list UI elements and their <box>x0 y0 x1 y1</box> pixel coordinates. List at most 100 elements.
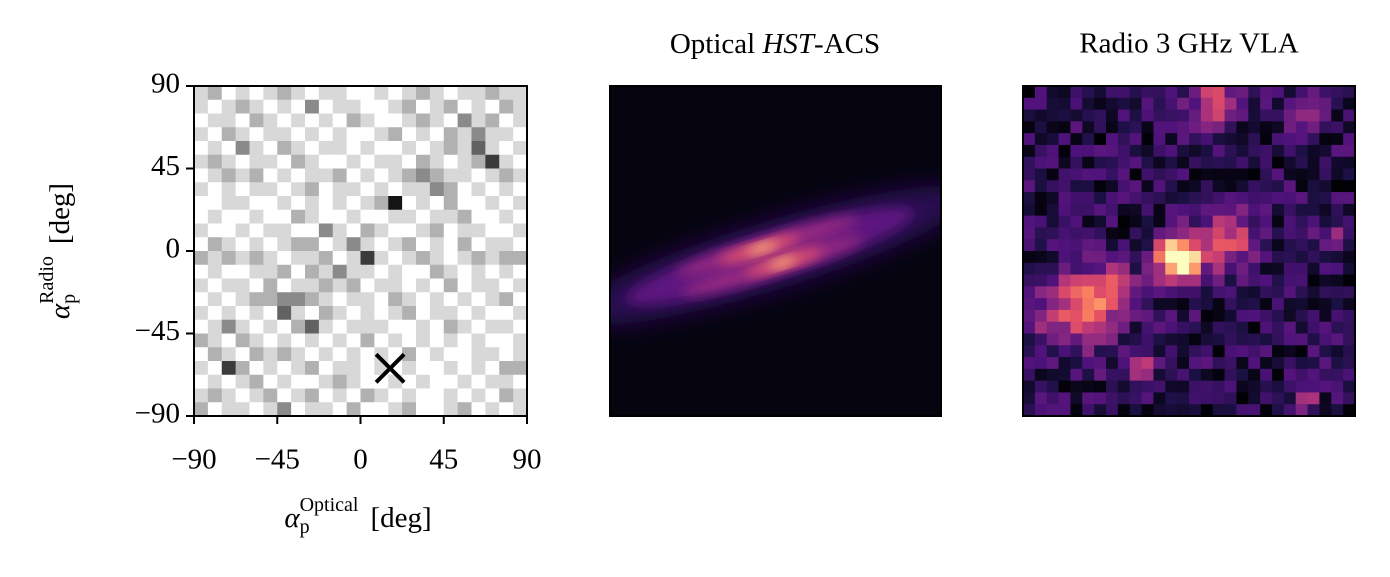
heatmap-cell <box>429 264 445 279</box>
heatmap-cell <box>416 237 431 252</box>
heatmap-cell <box>277 196 292 211</box>
radio-pixel <box>1153 380 1166 393</box>
radio-pixel <box>1058 333 1071 346</box>
radio-pixel <box>1212 97 1226 111</box>
radio-pixel <box>1319 192 1332 205</box>
heatmap-cell <box>429 319 445 334</box>
heatmap-cell <box>263 141 278 156</box>
radio-pixel <box>1307 404 1320 416</box>
radio-pixel <box>1224 345 1237 358</box>
radio-pixel <box>1260 262 1273 276</box>
radio-pixel <box>1319 156 1332 169</box>
heatmap-cell <box>374 86 389 101</box>
radio-pixel <box>1082 227 1095 240</box>
heatmap-cell <box>305 223 320 238</box>
radio-pixel <box>1307 97 1320 111</box>
radio-pixel <box>1117 97 1131 111</box>
heatmap-cell <box>263 154 278 169</box>
heatmap-cell <box>305 306 320 321</box>
radio-pixel <box>1023 262 1036 276</box>
radio-pixel <box>1283 333 1297 346</box>
frame <box>1022 85 1356 417</box>
radio-pixel <box>1212 333 1226 346</box>
radio-pixel <box>1129 392 1143 405</box>
radio-pixel <box>1200 298 1214 311</box>
radio-pixel <box>1272 239 1285 252</box>
heatmap-cell <box>249 113 264 128</box>
radio-pixel <box>1070 321 1083 334</box>
heatmap-cell <box>429 388 445 403</box>
heatmap-cell <box>429 209 445 224</box>
radio-pixel <box>1070 192 1083 205</box>
radio-pixel <box>1141 97 1154 111</box>
heatmap-cell <box>402 209 417 224</box>
heatmap-cell <box>416 264 431 279</box>
heatmap-cell <box>416 251 431 266</box>
radio-pixel <box>1331 168 1344 181</box>
heatmap-cell <box>457 196 472 211</box>
heatmap-cell <box>332 402 348 417</box>
radio-pixel <box>1200 345 1214 358</box>
radio-pixel <box>1260 121 1273 134</box>
radio-pixel <box>1117 121 1131 134</box>
radio-pixel <box>1094 144 1107 158</box>
radio-pixel <box>1319 133 1332 146</box>
radio-pixel <box>1070 121 1083 134</box>
heatmap-cell <box>346 319 361 334</box>
radio-pixel <box>1331 309 1344 323</box>
heatmap-cell <box>499 347 514 362</box>
radio-pixel <box>1082 133 1095 146</box>
radio-pixel <box>1141 203 1154 217</box>
radio-pixel <box>1070 156 1083 169</box>
radio-pixel <box>1307 309 1320 323</box>
heatmap-cell <box>485 154 500 169</box>
radio-pixel <box>1189 251 1202 264</box>
heatmap-cell <box>263 86 278 101</box>
heatmap-cell <box>235 113 250 128</box>
heatmap-cell <box>457 154 472 169</box>
heatmap-cell <box>221 278 237 293</box>
heatmap-cell <box>485 127 500 142</box>
radio-pixel <box>1034 309 1048 323</box>
radio-pixel <box>1046 227 1060 240</box>
radio-pixel <box>1153 251 1166 264</box>
radio-pixel <box>1200 333 1214 346</box>
radio-pixel <box>1224 274 1237 287</box>
label-subscript: p <box>58 294 80 304</box>
heatmap-cell <box>443 182 459 197</box>
radio-pixel <box>1094 262 1107 276</box>
radio-pixel <box>1283 392 1297 405</box>
heatmap-cell <box>513 127 528 142</box>
radio-pixel <box>1094 392 1107 405</box>
radio-pixel <box>1319 274 1332 287</box>
radio-pixel <box>1319 203 1332 217</box>
heatmap-cell <box>443 264 459 279</box>
radio-pixel <box>1177 168 1190 181</box>
radio-pixel <box>1307 192 1320 205</box>
radio-pixel <box>1272 368 1285 382</box>
radio-pixel <box>1307 345 1320 358</box>
radio-pixel <box>1023 109 1036 122</box>
radio-pixel <box>1260 133 1273 146</box>
radio-pixel <box>1283 86 1297 99</box>
heatmap-cell <box>402 113 417 128</box>
heatmap-cell <box>457 278 472 293</box>
radio-pixel <box>1260 321 1273 334</box>
radio-pixel <box>1058 345 1071 358</box>
heatmap-cell <box>318 99 334 114</box>
heatmap-cell <box>277 223 292 238</box>
heatmap-cell <box>207 306 223 321</box>
radio-pixel <box>1295 345 1309 358</box>
heatmap-cell <box>305 347 320 362</box>
radio-pixel <box>1260 215 1273 228</box>
radio-pixel <box>1117 321 1131 334</box>
heatmap-cell <box>332 86 348 101</box>
radio-pixel <box>1248 309 1261 323</box>
radio-pixel <box>1082 345 1095 358</box>
radio-pixel <box>1106 404 1119 416</box>
radio-pixel <box>1106 262 1119 276</box>
radio-pixel <box>1034 251 1048 264</box>
radio-pixel <box>1046 86 1060 99</box>
x-tick-label: 90 <box>513 444 542 476</box>
radio-pixel <box>1058 404 1071 416</box>
